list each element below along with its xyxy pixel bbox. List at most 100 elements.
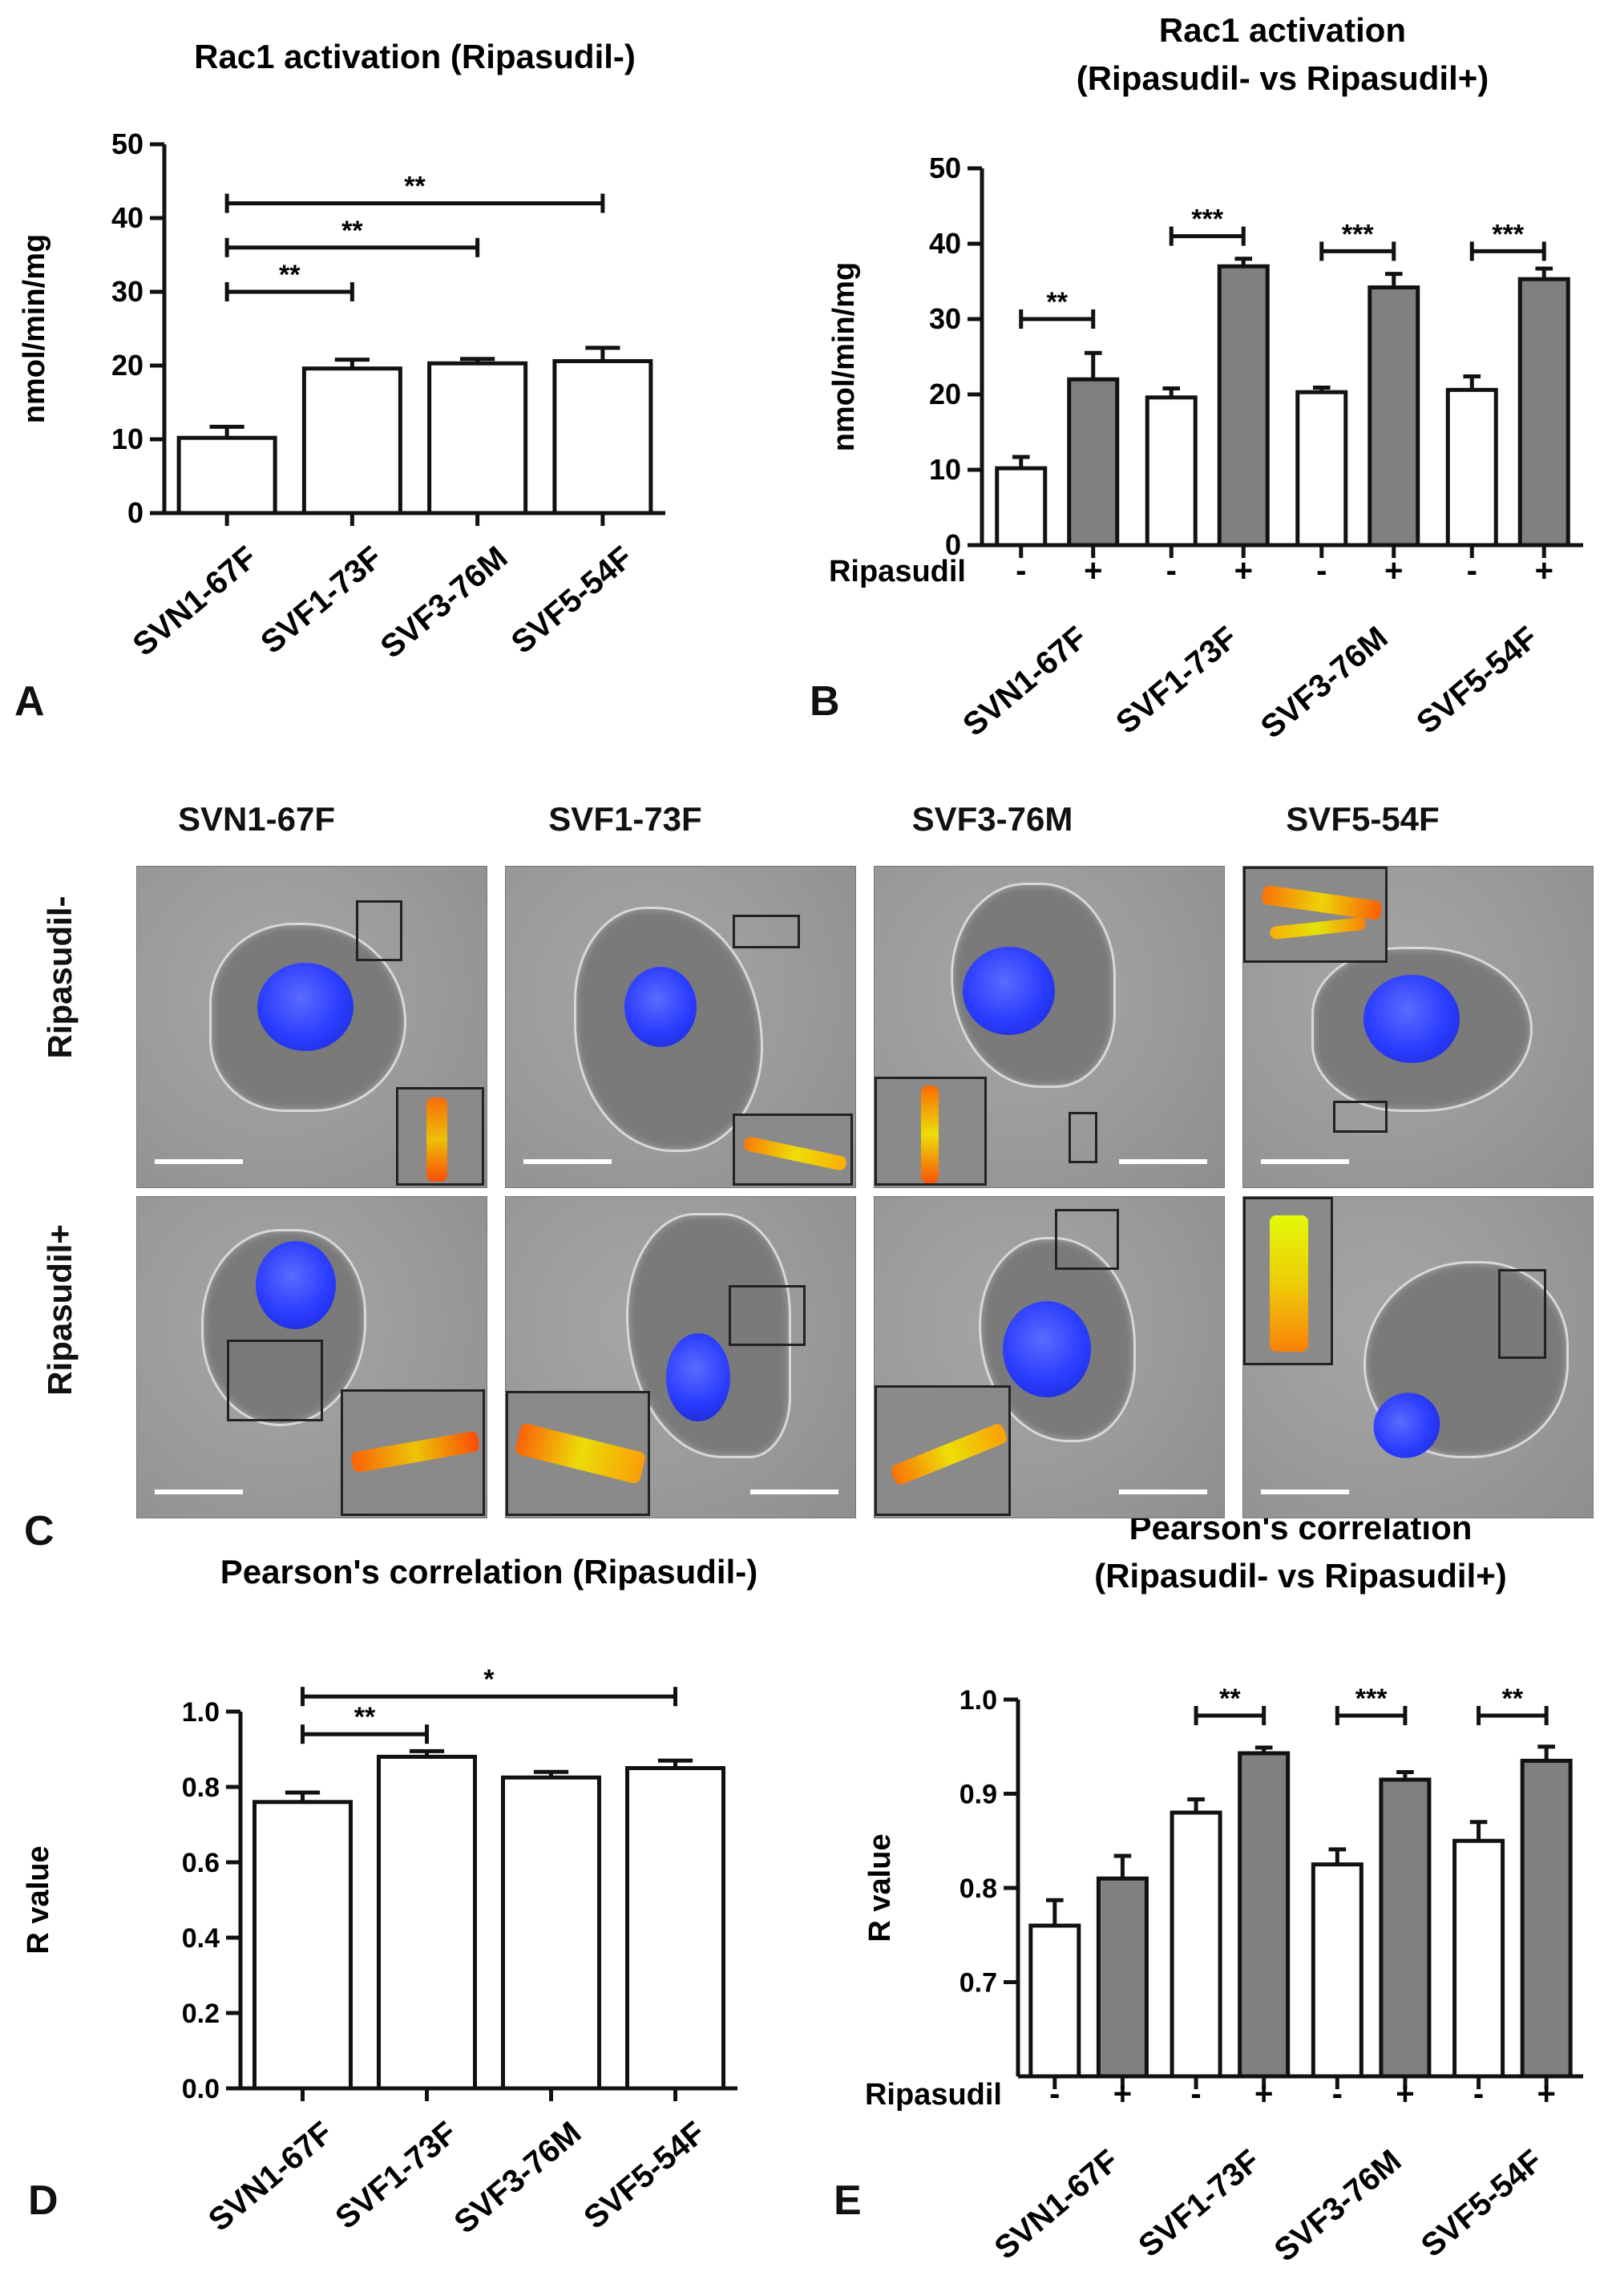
significance-label: ** — [1047, 287, 1069, 317]
bar-svn1-67f — [176, 435, 277, 515]
significance-label: * — [483, 1664, 495, 1695]
bar-svn1-67f-ripasudil — [995, 466, 1048, 548]
roi-box — [1069, 1112, 1097, 1163]
y-tick-label: 1.0 — [182, 1697, 220, 1728]
scale-bar — [1119, 1159, 1207, 1164]
treatment-label: Ripasudil — [865, 2078, 1002, 2112]
significance-label: *** — [1342, 219, 1374, 249]
nucleus — [1364, 975, 1460, 1063]
y-tick-label: 0.4 — [182, 1923, 220, 1954]
y-tick-label: 20 — [929, 378, 961, 410]
bar-svf5-54f-ripasudil — [1517, 277, 1570, 548]
treatment-sign: - — [1332, 2076, 1343, 2112]
scale-bar — [155, 1490, 243, 1494]
colocalization-inset — [1243, 867, 1388, 963]
bar-svf1-73f-ripasudil — [1217, 264, 1270, 548]
roi-box — [729, 1285, 806, 1346]
y-tick-label: 30 — [111, 275, 143, 308]
chart-b-ylabel: nmol/min/mg — [827, 262, 861, 451]
y-tick-label: 0.0 — [182, 2074, 220, 2104]
x-label-svn1-67f: SVN1-67F — [202, 2115, 339, 2238]
nucleus — [257, 963, 354, 1051]
significance-label: ** — [404, 172, 426, 202]
treatment-sign: + — [1234, 553, 1253, 588]
micrograph-svf3-76m-plus — [874, 1196, 1225, 1518]
x-label-svf3-76m: SVF3-76M — [1254, 620, 1395, 746]
colocalization-inset — [396, 1087, 484, 1186]
y-tick-label: 0.8 — [182, 1773, 220, 1803]
chart-e-pearson-comparison: Pearson's correlation(Ripasudil- vs Ripa… — [863, 1509, 1583, 2269]
bar-svf3-76m-ripasudil — [1368, 285, 1420, 548]
roi-box — [1055, 1209, 1119, 1270]
y-tick-label: 0 — [127, 496, 143, 529]
treatment-sign: + — [1537, 2076, 1555, 2112]
x-label-svf5-54f: SVF5-54F — [1415, 2143, 1549, 2264]
treatment-sign: + — [1084, 553, 1102, 588]
panel-letter-e: E — [834, 2177, 862, 2224]
x-label-svf5-54f: SVF5-54F — [505, 540, 640, 661]
column-title-svf3-76m: SVF3-76M — [911, 800, 1073, 838]
significance-label: *** — [1492, 219, 1524, 249]
y-tick-label: 40 — [111, 201, 143, 234]
treatment-label: Ripasudil — [829, 555, 966, 588]
colocalization-inset — [733, 1114, 853, 1186]
bar-svf3-76m-ripasudil — [1311, 1862, 1364, 2079]
y-tick-label: 40 — [929, 227, 961, 260]
scale-bar — [1119, 1490, 1207, 1494]
bar-svf3-76m-ripasudil — [1379, 1777, 1432, 2079]
row-label-ripasudil-plus: Ripasudil+ — [41, 1224, 79, 1396]
bar-svf1-73f — [301, 366, 402, 515]
x-label-svf3-76m: SVF3-76M — [1268, 2143, 1408, 2269]
micrograph-svn1-67f-minus — [136, 866, 487, 1188]
treatment-sign: - — [1049, 2076, 1060, 2112]
colocalization-inset — [341, 1389, 485, 1516]
chart-a-title: Rac1 activation (Ripasudil-) — [194, 38, 636, 75]
chart-d-pearson-ripasudil-minus: Pearson's correlation (Ripasudil-) 0.0 0.2… — [22, 1553, 758, 2241]
significance-label: ** — [341, 216, 363, 246]
significance-label: ** — [354, 1702, 376, 1732]
bar-svf1-73f-ripasudil — [1170, 1810, 1222, 2079]
scale-bar — [155, 1159, 243, 1164]
chart-b-title: Rac1 activation — [1159, 11, 1406, 49]
bar-svf3-76m — [501, 1775, 601, 2091]
column-title-svn1-67f: SVN1-67F — [177, 800, 336, 838]
roi-box — [227, 1340, 323, 1421]
nucleus — [963, 947, 1055, 1035]
y-tick-label: 50 — [111, 127, 143, 160]
x-label-svf5-54f: SVF5-54F — [1410, 620, 1545, 741]
chart-b-subtitle: (Ripasudil- vs Ripasudil+) — [1077, 59, 1489, 97]
nucleus — [1003, 1301, 1091, 1397]
panel-letter-d: D — [28, 2177, 59, 2224]
x-label-svn1-67f: SVN1-67F — [127, 540, 264, 663]
bar-svn1-67f — [252, 1800, 353, 2091]
x-label-svf5-54f: SVF5-54F — [577, 2115, 712, 2236]
y-tick-label: 1.0 — [960, 1685, 997, 1716]
chart-b-rac1-comparison: Rac1 activation (Ripasudil- vs Ripasudil+… — [827, 11, 1583, 746]
y-tick-label: 0 — [945, 528, 961, 561]
treatment-sign: + — [1396, 2076, 1414, 2112]
treatment-sign: + — [1254, 2076, 1273, 2112]
bar-svn1-67f-ripasudil — [1067, 377, 1120, 548]
treatment-sign: + — [1384, 553, 1403, 588]
treatment-sign: - — [1467, 553, 1477, 588]
x-label-svf1-73f: SVF1-73F — [1109, 620, 1244, 741]
y-tick-label: 0.7 — [960, 1968, 997, 1999]
scale-bar — [750, 1490, 838, 1494]
roi-box — [1498, 1269, 1546, 1359]
treatment-sign: + — [1113, 2076, 1132, 2112]
scale-bar — [523, 1159, 612, 1164]
bar-svn1-67f-ripasudil — [1096, 1876, 1149, 2079]
treatment-sign: - — [1190, 2076, 1201, 2112]
panel-letter-b: B — [810, 678, 840, 725]
y-tick-label: 10 — [111, 422, 143, 455]
y-tick-label: 0.6 — [182, 1848, 220, 1878]
x-label-svf1-73f: SVF1-73F — [1132, 2143, 1267, 2264]
bar-svf5-54f — [552, 358, 653, 515]
bar-svf1-73f-ripasudil — [1145, 395, 1198, 548]
y-tick-label: 10 — [929, 453, 961, 486]
panel-letter-a: A — [14, 678, 45, 725]
chart-e-subtitle: (Ripasudil- vs Ripasudil+) — [1094, 1557, 1507, 1595]
roi-box — [356, 900, 402, 961]
bar-svf5-54f — [625, 1766, 725, 2091]
colocalization-inset — [875, 1077, 987, 1186]
